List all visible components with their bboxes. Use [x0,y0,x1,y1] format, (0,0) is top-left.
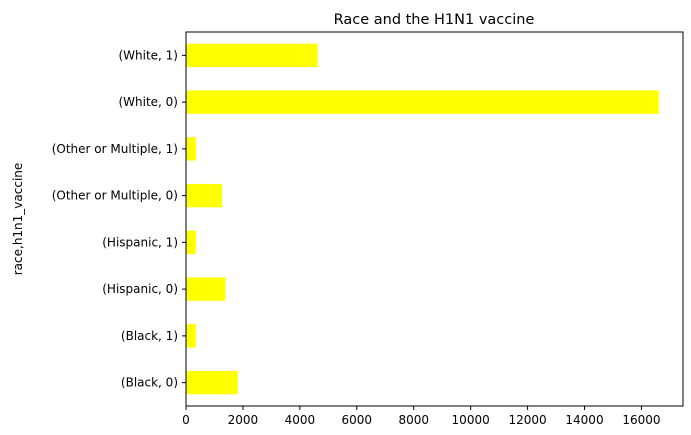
bar [186,230,196,255]
bar [186,370,238,395]
plot-frame [185,31,684,407]
y-tick-label: (Black, 1) [121,329,178,343]
y-axis-label: race,h1n1_vaccine [11,163,25,276]
y-tick-label: (Other or Multiple, 0) [52,189,178,203]
y-tick-label: (Black, 0) [121,376,178,390]
x-tick-label: 16000 [622,413,660,427]
x-tick-label: 8000 [398,413,429,427]
bar [186,90,659,114]
bar [186,183,223,208]
y-tick-label: (Hispanic, 1) [102,235,178,249]
x-ticks-group: 0 2000 4000 6000 8000 10000 12000 14000 16000 [182,406,661,427]
bar [186,277,225,301]
y-tick-label: (White, 1) [118,48,178,62]
x-tick-label: 2000 [228,413,259,427]
x-tick-label: 10000 [452,413,490,427]
x-tick-label: 12000 [508,413,546,427]
y-tick-label: (Hispanic, 0) [102,282,178,296]
x-tick-label: 14000 [565,413,603,427]
bar [186,324,196,348]
bar [186,137,196,161]
y-ticks-group: (Black, 0) (Black, 1) (Hispanic, 0) (Hispan… [52,48,186,390]
chart-title: Race and the H1N1 vaccine [334,12,535,28]
bar [186,43,317,68]
x-tick-label: 0 [182,413,190,427]
bars-group [186,43,659,395]
y-tick-label: (Other or Multiple, 1) [52,142,178,156]
x-tick-label: 4000 [285,413,316,427]
y-tick-label: (White, 0) [118,95,178,109]
x-tick-label: 6000 [342,413,373,427]
